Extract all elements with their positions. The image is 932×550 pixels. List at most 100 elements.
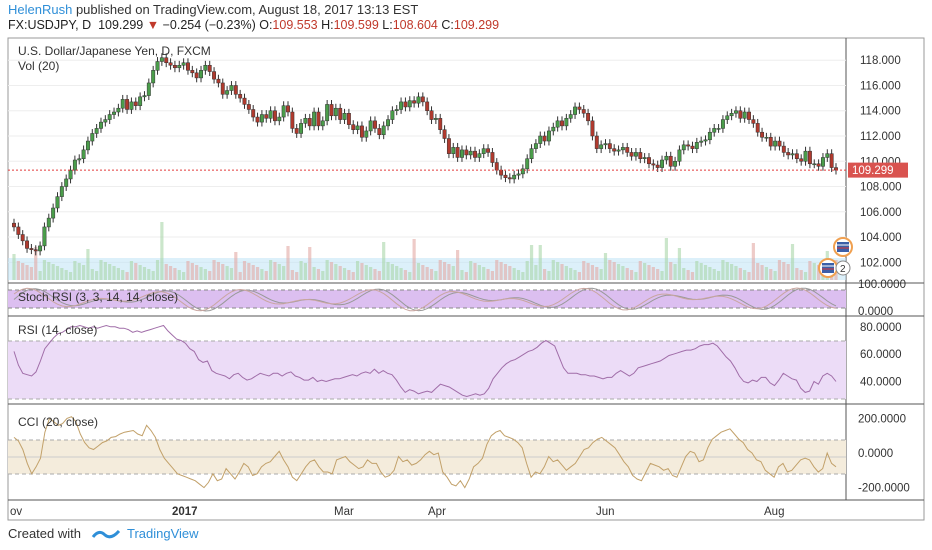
volume-bar [277,264,281,280]
candle-body [638,152,643,159]
candle-body [155,61,160,71]
volume-bar [695,261,699,280]
high-label: H: [321,18,334,32]
volume-bar [351,272,355,280]
candle-body [551,126,556,132]
candle-body [507,177,512,180]
candle-body [72,159,77,171]
candle-body [25,240,29,249]
candlesticks [12,53,838,256]
candle-body [64,178,69,187]
volume-bar [164,264,168,280]
volume-bar [195,265,199,280]
volume-bar [42,260,47,280]
volume-bar [377,271,381,280]
candle-body [673,161,678,167]
candle-body [16,226,21,235]
candle-body [799,158,804,162]
candle-body [821,157,825,167]
cci-axis-label: -200.0000 [858,483,910,495]
volume-bar [699,263,703,280]
volume-bar [373,269,377,280]
volume-bar [382,242,386,280]
volume-bar [99,260,103,280]
candle-body [446,138,451,154]
volume-bar [151,271,155,280]
volume-bar [469,261,473,280]
volume-bar [447,264,451,280]
volume-bar [103,262,107,280]
candle-body [403,101,408,108]
candle-body [464,149,469,156]
candle-body [346,113,351,125]
volume-bar [525,261,529,280]
price-axis-label: 114.000 [860,106,901,118]
author-link[interactable]: HelenRush [8,2,73,17]
close-label: C: [441,18,454,32]
time-axis-label: Jun [596,506,615,518]
volume-bar [60,268,64,280]
candle-body [273,110,277,122]
volume-bar [434,271,438,280]
volume-bar [112,266,116,280]
volume-bar [29,267,33,280]
candle-body [755,123,760,133]
candle-body [612,148,617,152]
volume-bar [669,262,673,280]
volume-bar [121,270,125,280]
candle-body [207,65,212,72]
tradingview-logo-icon[interactable] [91,527,121,541]
candle-body [520,168,525,175]
candle-body [712,128,717,133]
volume-bar [90,269,94,280]
candle-body [747,111,751,120]
volume-bar [769,269,773,280]
volume-bar [451,266,455,280]
volume-bar [12,254,16,280]
candle-body [186,62,190,71]
candle-body [716,128,721,130]
candle-body [486,148,491,153]
volume-bar [255,267,260,280]
volume-bar [308,247,312,280]
candle-body [46,217,51,228]
candle-body [38,245,43,252]
calendar-badge-icon[interactable] [833,237,853,257]
candle-body [790,153,795,156]
footer: Created with TradingView [8,526,199,541]
cci-axis-label: 200.0000 [858,413,906,425]
stoch-rsi-lines [13,287,837,312]
candle-body [329,104,334,117]
candle-body [516,173,521,176]
volume-bar [595,267,599,280]
volume-bar [168,266,173,280]
candle-body [225,90,230,95]
candle-body [564,118,569,127]
candle-body [812,163,817,166]
volume-bar [316,269,321,280]
candle-body [425,101,430,111]
candle-body [129,101,134,110]
volume-bar [299,261,303,280]
calendar-badge-group-icon[interactable]: 2 [818,258,851,278]
candle-body [190,70,195,74]
volume-bar [682,268,686,280]
volume-bar [38,271,42,280]
volume-bar [408,272,412,280]
tradingview-brand-link[interactable]: TradingView [126,526,199,541]
price-axis-label: 108.000 [860,182,902,194]
volume-bar [264,271,268,280]
candle-body [655,164,660,168]
volume-bar [282,266,286,280]
volume-bar [516,270,521,280]
volume-bar [751,243,755,280]
volume-bar [638,261,642,280]
time-axis-label: Aug [764,506,784,518]
candle-body [238,94,243,99]
time-axis-label: ov [10,506,22,518]
volume-bar [790,244,795,280]
candle-body [481,148,486,154]
candle-body [246,104,251,110]
volume-bar [125,272,129,280]
volume-bar [456,250,460,280]
